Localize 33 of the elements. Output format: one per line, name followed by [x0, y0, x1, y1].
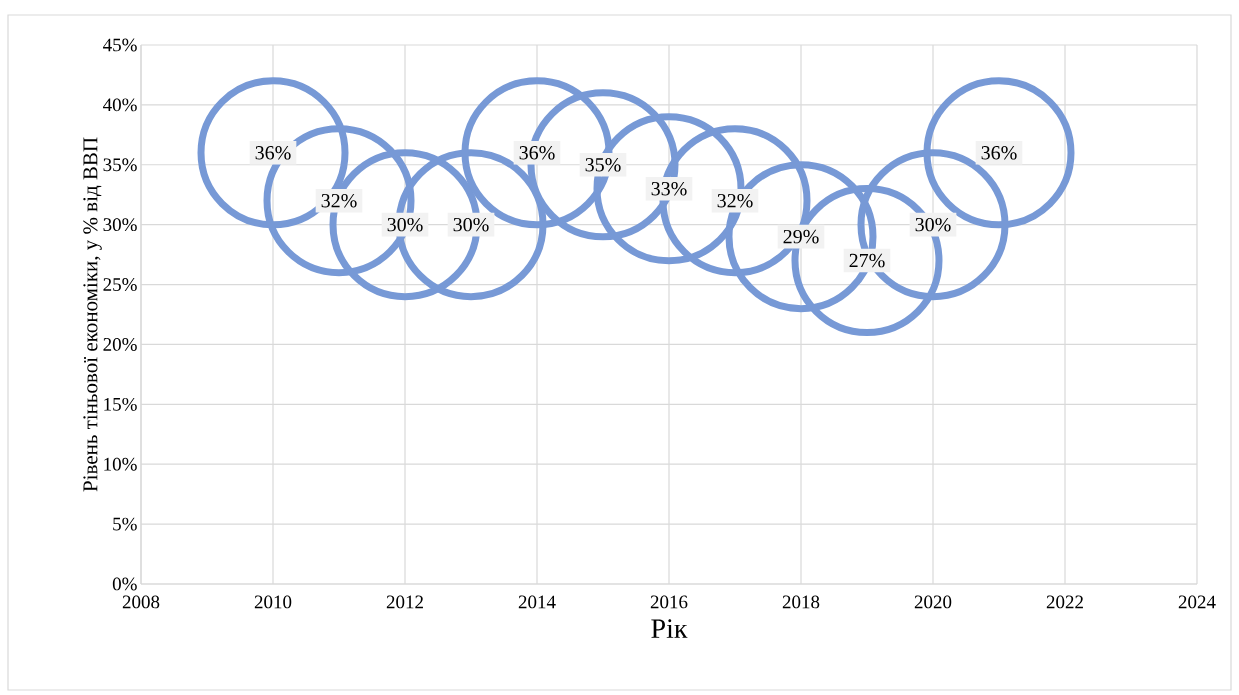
x-tick-label: 2014: [518, 595, 556, 609]
x-tick-label: 2016: [650, 595, 688, 609]
y-tick-label: 15%: [104, 397, 137, 411]
y-tick-label: 35%: [103, 158, 137, 172]
data-label: 35%: [585, 157, 621, 172]
data-label: 30%: [387, 217, 423, 232]
y-tick-label: 0%: [112, 577, 137, 591]
data-label: 32%: [321, 193, 357, 208]
x-tick-label: 2024: [1178, 595, 1216, 609]
data-label: 36%: [255, 146, 291, 160]
data-label: 30%: [915, 217, 951, 232]
y-tick-label: 20%: [103, 338, 137, 351]
y-tick-label: 45%: [103, 38, 137, 52]
data-label: 29%: [783, 229, 819, 244]
x-tick-label: 2022: [1046, 595, 1083, 609]
x-tick-label: 2020: [914, 595, 952, 609]
x-tick-label: 2018: [782, 595, 820, 609]
x-axis-title: Рік: [651, 619, 688, 638]
y-axis-title: Рівень тіньової економіки, у % від ВВП: [83, 137, 102, 492]
data-label: 33%: [651, 181, 687, 196]
y-tick-label: 10%: [104, 457, 137, 471]
data-label: 36%: [981, 146, 1017, 160]
y-tick-label: 40%: [103, 98, 137, 112]
data-label: 36%: [519, 146, 555, 160]
data-label: 30%: [453, 217, 489, 232]
x-tick-label: 2010: [254, 595, 292, 609]
y-tick-label: 5%: [113, 517, 137, 531]
data-label: 32%: [717, 193, 753, 208]
y-tick-label: 25%: [103, 278, 137, 291]
data-label: 27%: [849, 253, 885, 268]
x-tick-label: 2008: [122, 595, 160, 609]
y-tick-label: 30%: [103, 218, 137, 232]
x-tick-label: 2012: [386, 595, 423, 609]
